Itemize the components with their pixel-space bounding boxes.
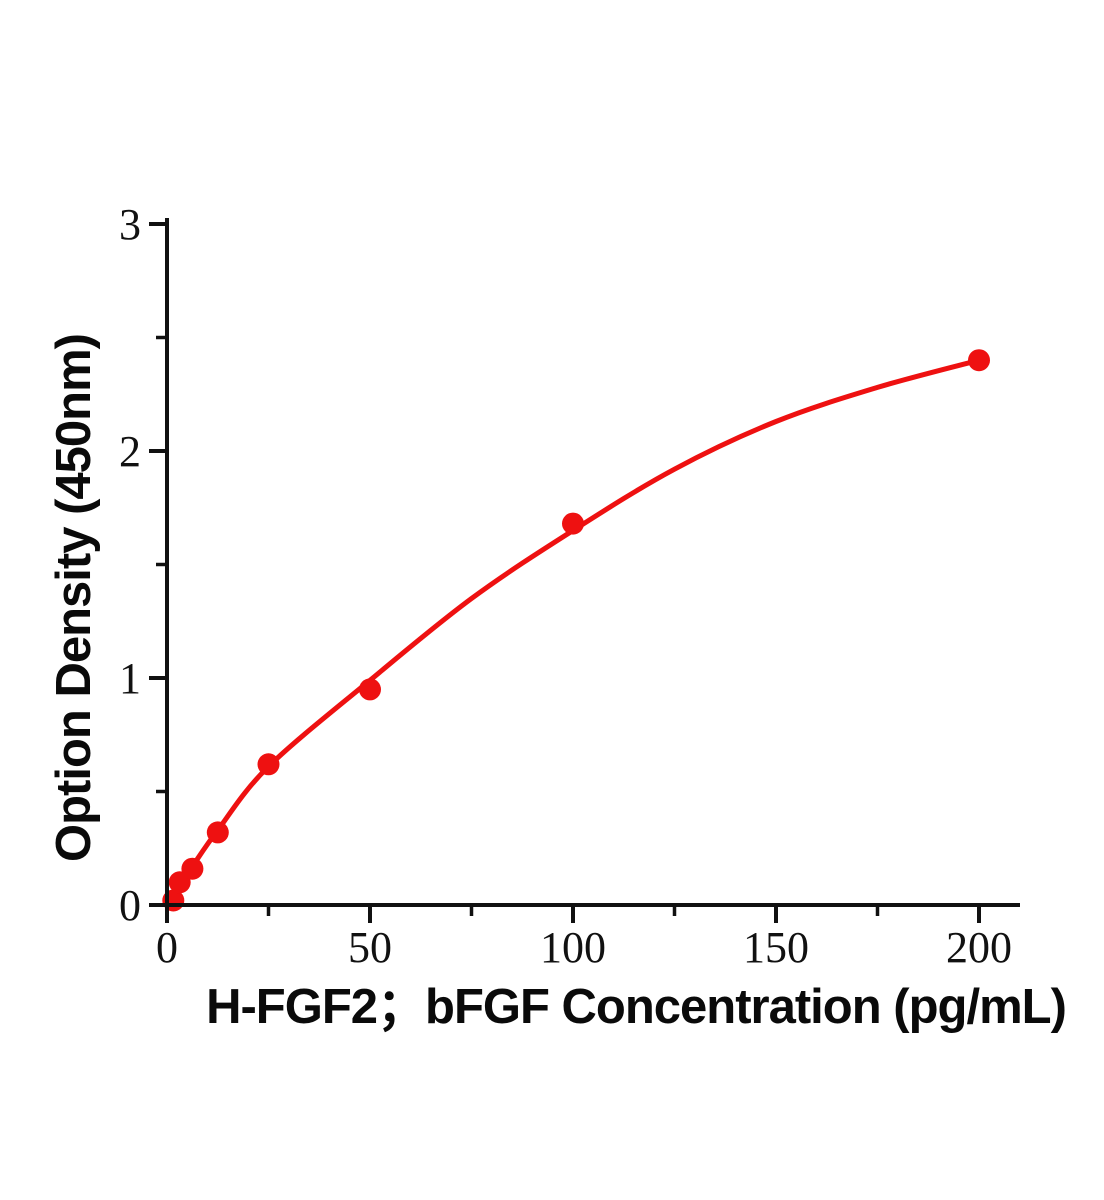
data-point-layer (162, 349, 990, 912)
data-point (359, 678, 381, 701)
y-axis-title: Option Density (450nm) (47, 334, 101, 862)
x-axis-title: H-FGF2；bFGF Concentration (pg/mL) (206, 980, 1066, 1034)
fit-curve-layer (164, 357, 982, 908)
data-point (206, 821, 229, 844)
data-point (968, 349, 990, 372)
data-point (562, 512, 584, 535)
data-point (257, 753, 280, 776)
y-tick-label: 0 (119, 881, 141, 930)
axis-layer (149, 218, 1020, 923)
x-tick-label: 200 (946, 923, 1012, 972)
x-tick-label: 0 (156, 923, 178, 972)
x-tick-label: 100 (540, 923, 606, 972)
x-tick-label: 150 (743, 923, 809, 972)
data-point (181, 857, 204, 880)
y-tick-label: 3 (119, 200, 141, 249)
x-tick-label: 50 (348, 923, 392, 972)
y-tick-label: 2 (119, 427, 141, 476)
fit-curve (164, 357, 982, 908)
y-tick-label: 1 (119, 654, 141, 703)
tick-label-layer: 0 50 100 150 200 0 1 2 3 (119, 200, 1012, 972)
